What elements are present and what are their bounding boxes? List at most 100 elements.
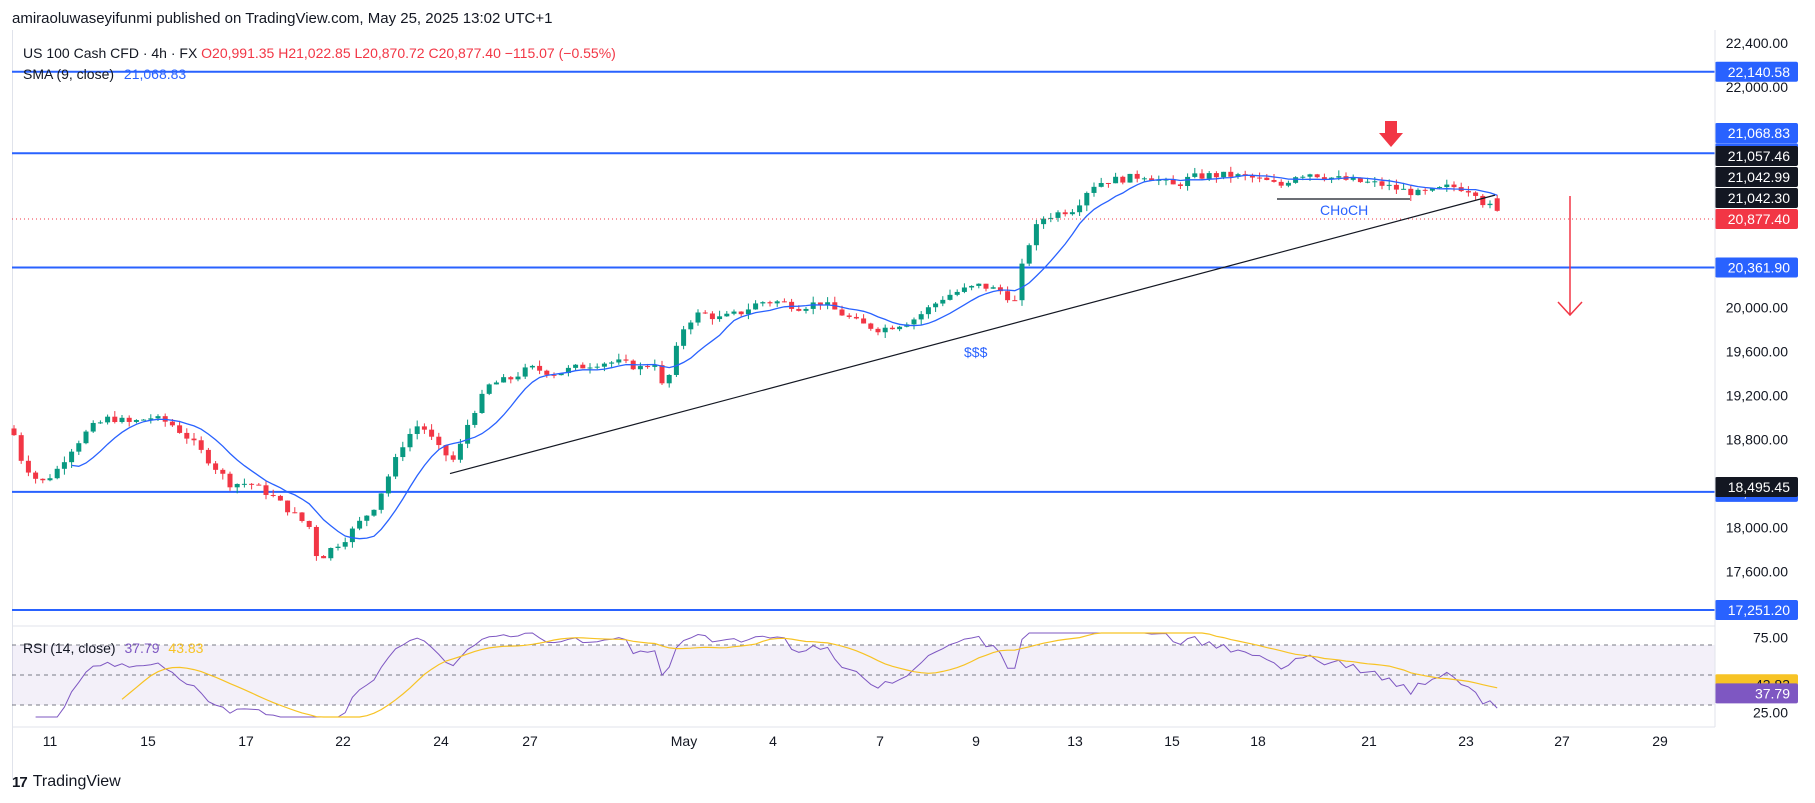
x-tick-label: May xyxy=(671,733,697,749)
candle-body xyxy=(457,443,463,460)
x-tick-label: 18 xyxy=(1250,733,1266,749)
x-tick-label: 15 xyxy=(140,733,156,749)
candle-body xyxy=(349,528,355,543)
candle-body xyxy=(1487,203,1493,206)
candle-body xyxy=(1156,179,1162,181)
candle-body xyxy=(205,449,211,464)
candle-body xyxy=(177,425,183,433)
x-tick-label: 9 xyxy=(972,733,980,749)
candle-body xyxy=(1228,171,1234,177)
x-tick-label: 17 xyxy=(238,733,254,749)
candle-body xyxy=(767,302,773,304)
candle-body xyxy=(522,367,528,377)
candle-body xyxy=(760,302,766,304)
candle-body xyxy=(875,328,881,333)
candle-body xyxy=(472,412,478,425)
candle-body xyxy=(285,500,291,513)
candle-body xyxy=(868,323,874,329)
candle-body xyxy=(681,329,687,346)
candle-body xyxy=(112,416,118,423)
x-tick-label: 21 xyxy=(1361,733,1377,749)
symbol-legend[interactable]: US 100 Cash CFD · 4h · FX O20,991.35 H21… xyxy=(23,45,616,61)
ohlc-values: O20,991.35 H21,022.85 L20,870.72 C20,877… xyxy=(201,45,616,61)
candle-body xyxy=(1048,217,1054,219)
candle-body xyxy=(313,526,319,557)
candle-body xyxy=(97,422,103,424)
candle-body xyxy=(745,309,751,315)
candle-body xyxy=(1372,181,1378,183)
candle-body xyxy=(1379,181,1385,186)
candle-body xyxy=(666,374,672,384)
candle-body xyxy=(105,416,111,423)
candle-body xyxy=(184,432,190,439)
candle-body xyxy=(810,302,816,309)
candle-body xyxy=(1357,177,1363,183)
candle-body xyxy=(400,447,406,458)
candle-body xyxy=(1480,195,1486,206)
candle-body xyxy=(1069,212,1075,215)
chart-frame xyxy=(12,30,1716,780)
candle-body xyxy=(501,377,507,383)
x-tick-label: 11 xyxy=(43,733,58,749)
candle-body xyxy=(1365,181,1371,183)
candle-body xyxy=(407,433,413,448)
candle-body xyxy=(1120,176,1126,183)
candle-body xyxy=(882,327,888,333)
candle-body xyxy=(587,367,593,369)
candle-body xyxy=(414,426,420,434)
candle-body xyxy=(357,520,363,529)
candle-body xyxy=(76,443,82,452)
candle-body xyxy=(753,303,759,310)
candle-body xyxy=(529,365,535,368)
candle-body xyxy=(933,303,939,308)
candle-body xyxy=(299,512,305,521)
candle-body xyxy=(673,345,679,375)
candle-body xyxy=(1235,174,1241,177)
candle-body xyxy=(1084,192,1090,206)
candle-body xyxy=(1278,181,1284,186)
candle-body xyxy=(1401,188,1407,190)
candle-body xyxy=(1033,224,1039,246)
candle-body xyxy=(1314,174,1320,178)
candle-body xyxy=(436,436,442,446)
price-tag-label: 20,877.40 xyxy=(1728,211,1790,227)
candle-body xyxy=(1192,173,1198,177)
rsi-y-tick-label: 25.00 xyxy=(1753,705,1788,721)
candle-body xyxy=(1465,191,1471,193)
candle-body xyxy=(580,364,586,369)
candle-body xyxy=(1077,205,1083,213)
candle-body xyxy=(846,315,852,317)
candle-body xyxy=(256,484,262,486)
candle-body xyxy=(249,483,255,485)
brand-name: TradingView xyxy=(32,773,121,790)
candle-body xyxy=(54,468,60,479)
x-tick-label: 27 xyxy=(1554,733,1570,749)
candle-body xyxy=(738,311,744,315)
candle-body xyxy=(659,365,665,384)
candle-body xyxy=(817,302,823,305)
rsi-legend[interactable]: RSI (14, close) 37.79 43.83 xyxy=(23,640,203,656)
candle-body xyxy=(688,322,694,330)
sma-legend[interactable]: SMA (9, close) 21,068.83 xyxy=(23,66,186,82)
x-tick-label: 13 xyxy=(1067,733,1083,749)
sell-arrow-icon xyxy=(1385,121,1397,133)
candle-body xyxy=(544,370,550,375)
level-price-label: 20,361.90 xyxy=(1728,260,1790,276)
candle-body xyxy=(83,431,89,444)
x-tick-label: 23 xyxy=(1458,733,1474,749)
candle-body xyxy=(1350,177,1356,180)
price-tag-label: 21,042.99 xyxy=(1728,169,1790,185)
candle-body xyxy=(11,428,17,436)
candle-body xyxy=(623,359,629,361)
candle-body xyxy=(25,460,31,473)
brand[interactable]: 17 TradingView xyxy=(12,773,121,791)
candle-body xyxy=(731,311,737,314)
candle-body xyxy=(774,301,780,304)
level-price-label: 22,140.58 xyxy=(1728,64,1790,80)
y-tick-label: 22,000.00 xyxy=(1726,79,1788,95)
candle-body xyxy=(695,312,701,323)
candle-body xyxy=(1163,179,1169,181)
candle-body xyxy=(781,301,787,303)
price-tag xyxy=(1715,123,1798,143)
